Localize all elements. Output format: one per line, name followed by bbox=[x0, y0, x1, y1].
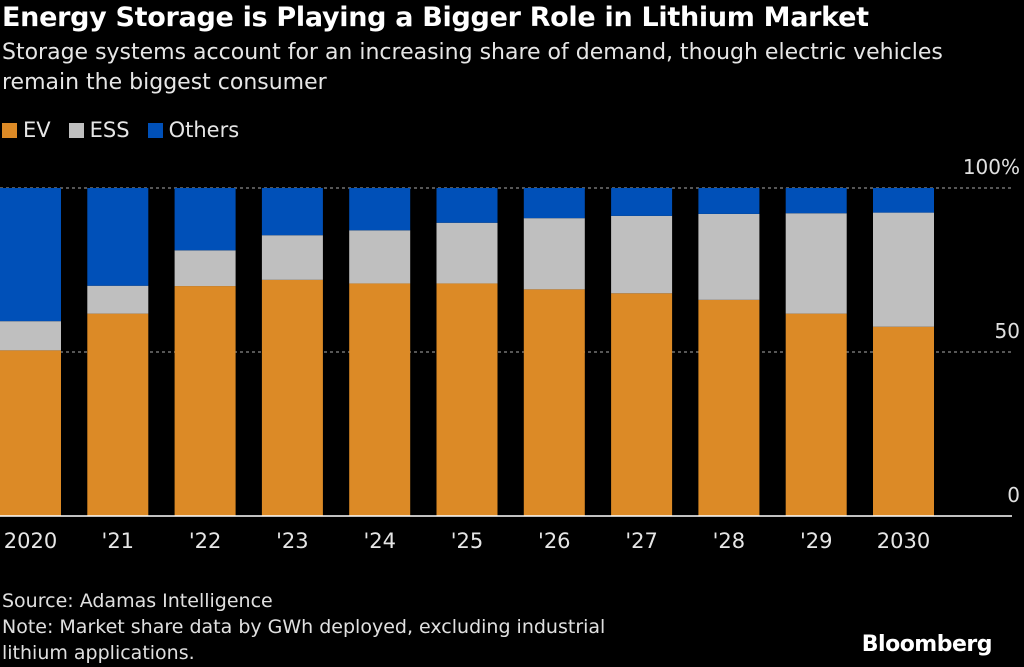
source-text: Source: Adamas Intelligence bbox=[2, 590, 273, 612]
legend-label: Others bbox=[168, 118, 240, 142]
x-tick-label: '28 bbox=[713, 529, 746, 553]
x-tick-label: '22 bbox=[189, 529, 222, 553]
bar-ev bbox=[436, 283, 498, 516]
bar-others bbox=[698, 188, 760, 214]
y-tick-label: 100% bbox=[963, 155, 1020, 179]
bar-ev bbox=[698, 299, 760, 516]
bar-others bbox=[349, 188, 411, 231]
bar-others bbox=[436, 188, 498, 223]
bar-others bbox=[87, 188, 149, 286]
bar-ess bbox=[698, 213, 760, 300]
bar-ev bbox=[0, 350, 61, 516]
bar-others bbox=[611, 188, 673, 216]
x-tick-label: '24 bbox=[363, 529, 396, 553]
bar-ev bbox=[873, 326, 934, 516]
x-tick-label: '26 bbox=[538, 529, 571, 553]
x-tick-label: '23 bbox=[276, 529, 309, 553]
bar-others bbox=[785, 188, 847, 214]
bar-ess bbox=[611, 215, 673, 294]
x-tick-label: '25 bbox=[451, 529, 484, 553]
bar-ess bbox=[0, 321, 61, 351]
footer: Source: Adamas Intelligence Note: Market… bbox=[2, 588, 605, 666]
y-tick-label: 0 bbox=[1007, 483, 1020, 507]
note-text-cont: lithium applications. bbox=[2, 642, 195, 664]
chart-title: Energy Storage is Playing a Bigger Role … bbox=[2, 2, 869, 33]
chart-subtitle: Storage systems account for an increasin… bbox=[2, 40, 943, 95]
bar-ess bbox=[174, 250, 236, 287]
bar-others bbox=[523, 188, 585, 219]
bar-ev bbox=[523, 289, 585, 516]
x-tick-label: '29 bbox=[800, 529, 833, 553]
bar-others bbox=[0, 188, 61, 322]
bar-others bbox=[261, 188, 323, 236]
bar-ess bbox=[261, 235, 323, 280]
bar-ess bbox=[785, 213, 847, 314]
bar-ev bbox=[785, 313, 847, 516]
x-tick-label: 2020 bbox=[4, 529, 57, 553]
bar-ess bbox=[436, 222, 498, 284]
y-tick-label: 50 bbox=[995, 319, 1020, 343]
note-text: Note: Market share data by GWh deployed,… bbox=[2, 616, 606, 638]
bar-ev bbox=[174, 286, 236, 516]
bar-ess bbox=[349, 230, 411, 284]
bloomberg-logo: Bloomberg bbox=[861, 632, 993, 657]
bar-ess bbox=[87, 285, 149, 314]
legend-swatch bbox=[68, 122, 84, 138]
x-tick-label: 2030 bbox=[877, 529, 930, 553]
legend-item-ess: ESS bbox=[68, 118, 130, 142]
legend-item-others: Others bbox=[147, 118, 240, 142]
legend: EV ESS Others bbox=[2, 118, 239, 142]
legend-swatch bbox=[2, 122, 17, 138]
x-tick-label: '27 bbox=[625, 529, 658, 553]
bar-ess bbox=[523, 218, 585, 290]
bar-others bbox=[873, 188, 934, 213]
bar-ess bbox=[873, 212, 934, 327]
legend-swatch bbox=[147, 122, 163, 138]
bar-ev bbox=[87, 313, 149, 516]
x-tick-label: '21 bbox=[102, 529, 135, 553]
legend-label: EV bbox=[23, 118, 51, 142]
bar-ev bbox=[349, 283, 411, 516]
legend-item-ev: EV bbox=[2, 118, 51, 142]
legend-label: ESS bbox=[89, 118, 130, 142]
bar-ev bbox=[611, 293, 673, 516]
bar-ev bbox=[261, 279, 323, 516]
bar-others bbox=[174, 188, 236, 251]
